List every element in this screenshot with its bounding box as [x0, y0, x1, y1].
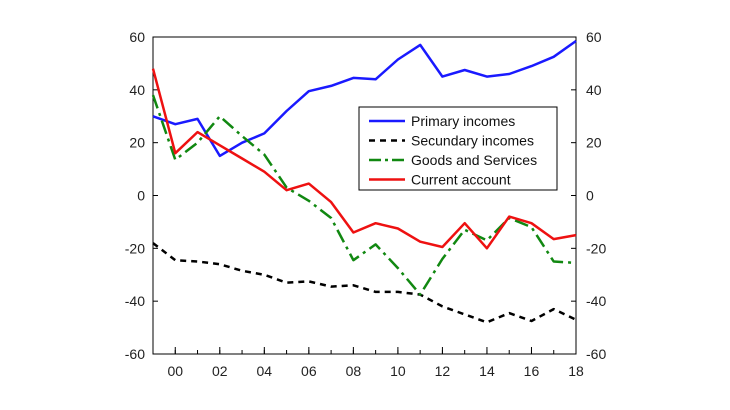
axis-ticks: -60 -40 -20 0 20 40 60 -60 -40 -20 0 20 40 60 00 02 04 06…	[125, 29, 607, 379]
series-line-current-account	[151, 68, 577, 250]
right-y-tick-label: 20	[586, 135, 602, 151]
legend-label-current-account: Current account	[411, 172, 511, 188]
left-y-tick-label: -40	[125, 293, 145, 309]
x-tick-label: 10	[390, 363, 406, 379]
x-tick-label: 02	[212, 363, 228, 379]
right-y-tick-label: 40	[586, 82, 602, 98]
right-y-tick-label: -60	[586, 346, 606, 362]
x-tick-label: 16	[524, 363, 540, 379]
x-tick-label: 00	[167, 363, 183, 379]
series-line-goods-and-services	[151, 94, 577, 296]
left-y-tick-label: 60	[129, 29, 145, 45]
left-y-tick-label: 40	[129, 82, 145, 98]
left-y-tick-label: -60	[125, 346, 145, 362]
left-y-tick-label: -20	[125, 240, 145, 256]
right-y-tick-label: 60	[586, 29, 602, 45]
right-y-tick-label: -40	[586, 293, 606, 309]
legend-label-secundary-incomes: Secundary incomes	[411, 133, 534, 149]
legend: Primary incomes Secundary incomes Goods an…	[358, 106, 558, 191]
right-y-tick-label: -20	[586, 240, 606, 256]
right-y-tick-label: 0	[586, 188, 594, 204]
series-lines	[151, 39, 577, 324]
series-line-secundary-incomes	[152, 242, 577, 324]
x-tick-label: 18	[568, 363, 584, 379]
x-tick-label: 12	[435, 363, 451, 379]
legend-label-goods-and-services: Goods and Services	[411, 152, 537, 168]
plot-frame	[152, 36, 577, 355]
legend-label-primary-incomes: Primary incomes	[411, 113, 515, 129]
x-tick-label: 06	[301, 363, 317, 379]
x-tick-label: 14	[479, 363, 495, 379]
left-y-tick-label: 0	[137, 188, 145, 204]
x-tick-label: 04	[257, 363, 273, 379]
left-y-tick-label: 20	[129, 135, 145, 151]
x-tick-label: 08	[346, 363, 362, 379]
series-line-primary-incomes	[152, 39, 577, 158]
